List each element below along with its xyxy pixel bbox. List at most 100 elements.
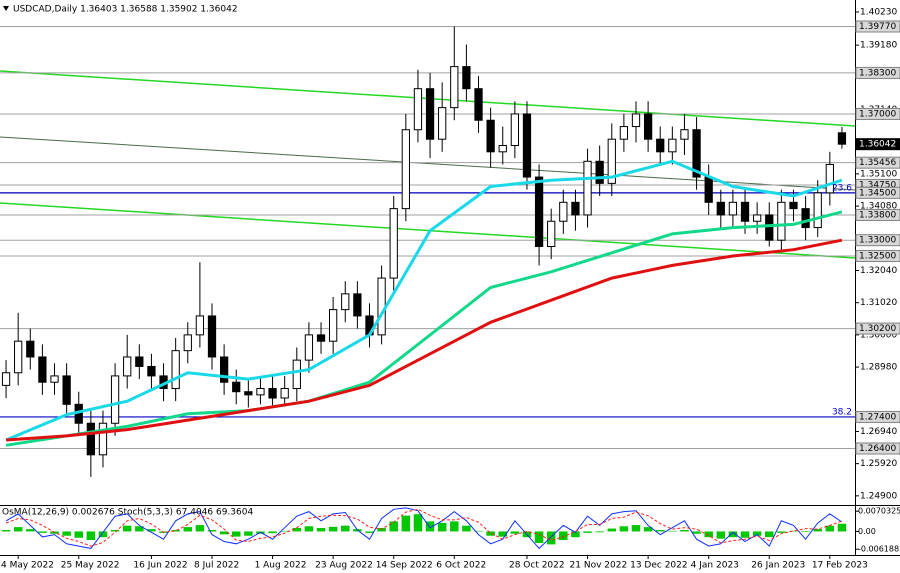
x-tick-label: 23 Aug 2022 [315,561,373,571]
y-tick-label: 1.24900 [860,491,897,501]
osma-bar [401,515,411,532]
candle-body [474,88,483,121]
candle-body [789,201,798,210]
osma-bar [728,531,738,538]
osma-bar [98,531,108,538]
x-tick-label: 16 Jun 2022 [133,561,187,571]
level-box [855,442,900,455]
fib-label: 38.2 [832,407,852,417]
level-label: 1.37000 [859,109,896,119]
candle-body [268,388,277,399]
candle-body [716,201,725,216]
y-tick-label: 1.31020 [860,298,897,308]
osma-bar [680,530,689,532]
level-box [855,410,900,423]
menu-arrow[interactable] [3,6,9,11]
candle-body [50,375,59,383]
candle-body [728,201,738,216]
candle-body [171,350,180,390]
candle-body [692,129,701,178]
candle-body [510,113,519,147]
candle-body [837,132,847,145]
osma-bar [716,531,726,539]
candle-body [583,160,592,216]
candle-body [123,356,132,377]
osma-bar [13,527,23,532]
x-tick-label: 13 Dec 2022 [630,561,688,571]
osma-bar [135,526,144,532]
candle-body [825,163,834,194]
level-box [855,186,900,199]
level-box [855,20,900,33]
osma-bar [377,527,386,532]
y-tick-label: 1.39180 [860,41,897,51]
x-tick-label: 21 Nov 2022 [570,561,628,571]
candle-body [401,129,410,210]
osma-bar [1,530,11,532]
x-tick-label: 28 Oct 2022 [509,561,565,571]
osma-bar [486,531,495,536]
osma-bar [546,531,556,545]
candle-body [522,113,532,178]
x-tick-label: 1 Aug 2022 [255,561,307,571]
candle-body [183,334,192,352]
candle-body [377,277,386,336]
candle-body [292,359,301,390]
candle-body [232,381,241,393]
level-box [855,208,900,221]
x-tick-label: 14 Sep 2022 [376,561,433,571]
y-tick-label: 1.28980 [860,363,897,373]
level-label: 1.32500 [859,251,896,261]
y-tick-label: 1.35100 [860,169,897,179]
osma-bar [365,531,374,533]
osma-bar [74,531,83,538]
candle-body [341,293,350,311]
osma-bar [389,521,398,532]
osma-bar [777,531,786,533]
level-box [855,66,900,79]
x-tick-label: 4 May 2022 [1,561,54,571]
osma-bar [86,531,96,541]
osma-bar [655,530,665,532]
candle-body [62,375,71,405]
candle-body [316,334,326,342]
candle-body [86,422,95,456]
last-price-box [856,138,900,151]
x-tick-label: 17 Feb 2023 [812,561,868,571]
candle-body [450,66,459,109]
level-label: 1.33800 [859,210,896,220]
osma-bar [668,530,677,532]
osc-tick-label: -0.006188 [858,545,899,554]
osma-bar [280,530,289,532]
candle-body [413,88,423,131]
candle-body [631,113,641,128]
osma-bar [316,527,326,532]
osma-bar [425,521,435,532]
moving-average [5,238,843,442]
candle-body [498,145,507,153]
osma-bar [595,531,604,533]
candle-body [740,201,750,222]
candle-body [26,340,35,358]
osma-bar [740,531,750,538]
candle-body [656,138,665,153]
osma-bar [462,525,471,532]
osc-tick-label: 0.0070325 [858,507,900,516]
osma-bar [789,530,798,532]
candle-body [98,422,108,456]
y-tick-label: 1.30000 [860,330,897,340]
level-label: 1.39770 [859,22,896,32]
candle-body [547,220,556,248]
candle-body [438,107,447,140]
level-label: 1.38300 [859,68,896,78]
osma-bar [341,525,350,532]
x-tick-label: 25 May 2022 [61,561,120,571]
level-box [855,234,900,247]
level-label: 1.35456 [859,158,896,168]
osma-bar [498,531,507,537]
candle-body [389,208,398,279]
y-tick-label: 1.40230 [860,7,897,17]
candle-body [195,315,205,336]
osma-bar [534,531,544,543]
osma-bar [195,525,205,532]
